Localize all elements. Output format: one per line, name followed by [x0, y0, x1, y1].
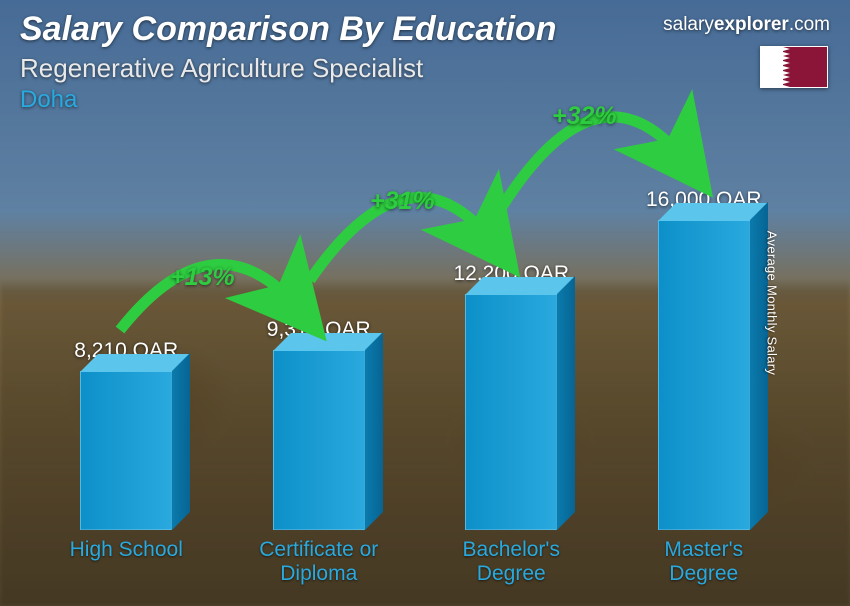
chart-area: 8,210 QAR9,310 QAR12,200 QAR16,000 QAR H… [30, 160, 800, 586]
bar-col-0: 8,210 QAR [30, 339, 223, 530]
flag-qatar [760, 46, 828, 88]
flag-hoist [761, 47, 783, 87]
bar-side-face [172, 353, 190, 530]
bar-side-face [557, 276, 575, 530]
y-axis-label: Average Monthly Salary [764, 231, 779, 375]
bar-3d [465, 294, 557, 530]
bar-front-face [465, 294, 557, 530]
bar-3d [80, 371, 172, 530]
brand-bold: explorer [714, 14, 789, 35]
bar-label: High School [30, 538, 223, 586]
bar-side-face [365, 332, 383, 530]
chart-subtitle: Regenerative Agriculture Specialist [20, 53, 830, 84]
labels-container: High SchoolCertificate orDiplomaBachelor… [30, 538, 800, 586]
bar-col-2: 12,200 QAR [415, 262, 608, 530]
brand-suffix: .com [789, 14, 830, 35]
bar-3d [658, 220, 750, 530]
increment-pct: +13% [170, 263, 235, 292]
brand-watermark: salaryexplorer.com [663, 14, 830, 36]
bar-label: Master'sDegree [608, 538, 801, 586]
bar-3d [273, 350, 365, 530]
bar-label: Certificate orDiploma [223, 538, 416, 586]
bar-front-face [80, 371, 172, 530]
bar-front-face [658, 220, 750, 530]
bar-front-face [273, 350, 365, 530]
brand-light: salary [663, 14, 714, 35]
bar-label: Bachelor'sDegree [415, 538, 608, 586]
bar-col-1: 9,310 QAR [223, 318, 416, 530]
flag-serration [783, 47, 793, 87]
chart-location: Doha [20, 86, 830, 114]
increment-pct: +31% [370, 187, 435, 216]
